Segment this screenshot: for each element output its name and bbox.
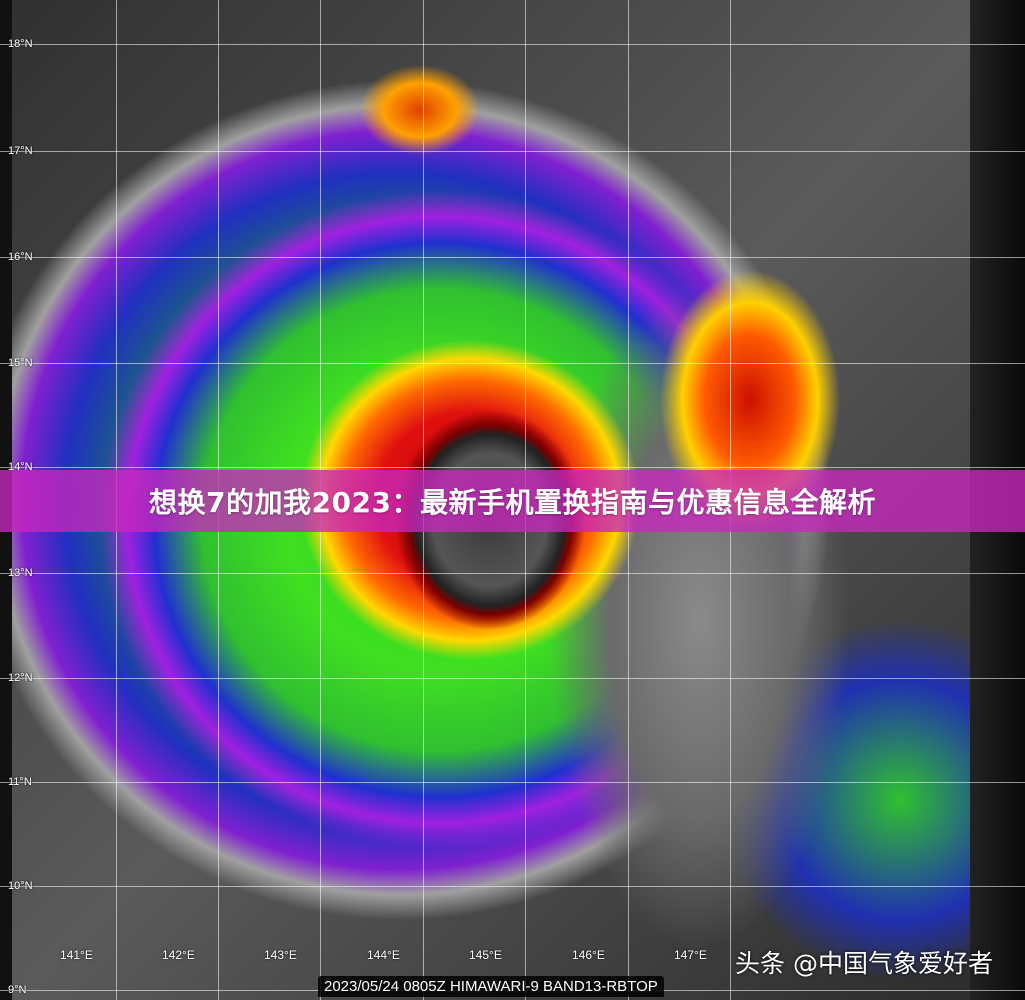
longitude-label: 143°E xyxy=(264,948,297,962)
latitude-gridline xyxy=(0,782,1025,783)
image-caption: 2023/05/24 0805Z HIMAWARI-9 BAND13-RBTOP xyxy=(318,976,664,997)
latitude-gridline xyxy=(0,44,1025,45)
latitude-label: 10°N xyxy=(8,880,33,892)
latitude-label: 18°N xyxy=(8,38,33,50)
longitude-label: 145°E xyxy=(469,948,502,962)
title-text: 想换7的加我2023：最新手机置换指南与优惠信息全解析 xyxy=(149,486,876,519)
latitude-label: 12°N xyxy=(8,672,33,684)
latitude-gridline xyxy=(0,573,1025,574)
title-banner: 想换7的加我2023：最新手机置换指南与优惠信息全解析 xyxy=(0,470,1025,532)
latitude-gridline xyxy=(0,257,1025,258)
latitude-gridline xyxy=(0,886,1025,887)
longitude-label: 144°E xyxy=(367,948,400,962)
latitude-label: 17°N xyxy=(8,145,33,157)
longitude-label: 146°E xyxy=(572,948,605,962)
watermark: 头条 @中国气象爱好者 xyxy=(735,949,993,978)
longitude-label: 147°E xyxy=(674,948,707,962)
latitude-gridline xyxy=(0,678,1025,679)
latitude-gridline xyxy=(0,151,1025,152)
latitude-label: 9°N xyxy=(8,984,27,996)
latitude-gridline xyxy=(0,467,1025,468)
latitude-label: 11°N xyxy=(8,776,32,788)
longitude-label: 141°E xyxy=(60,948,93,962)
latitude-gridline xyxy=(0,363,1025,364)
longitude-label: 142°E xyxy=(162,948,195,962)
latitude-label: 15°N xyxy=(8,357,33,369)
latitude-label: 13°N xyxy=(8,567,33,579)
latitude-label: 16°N xyxy=(8,251,33,263)
